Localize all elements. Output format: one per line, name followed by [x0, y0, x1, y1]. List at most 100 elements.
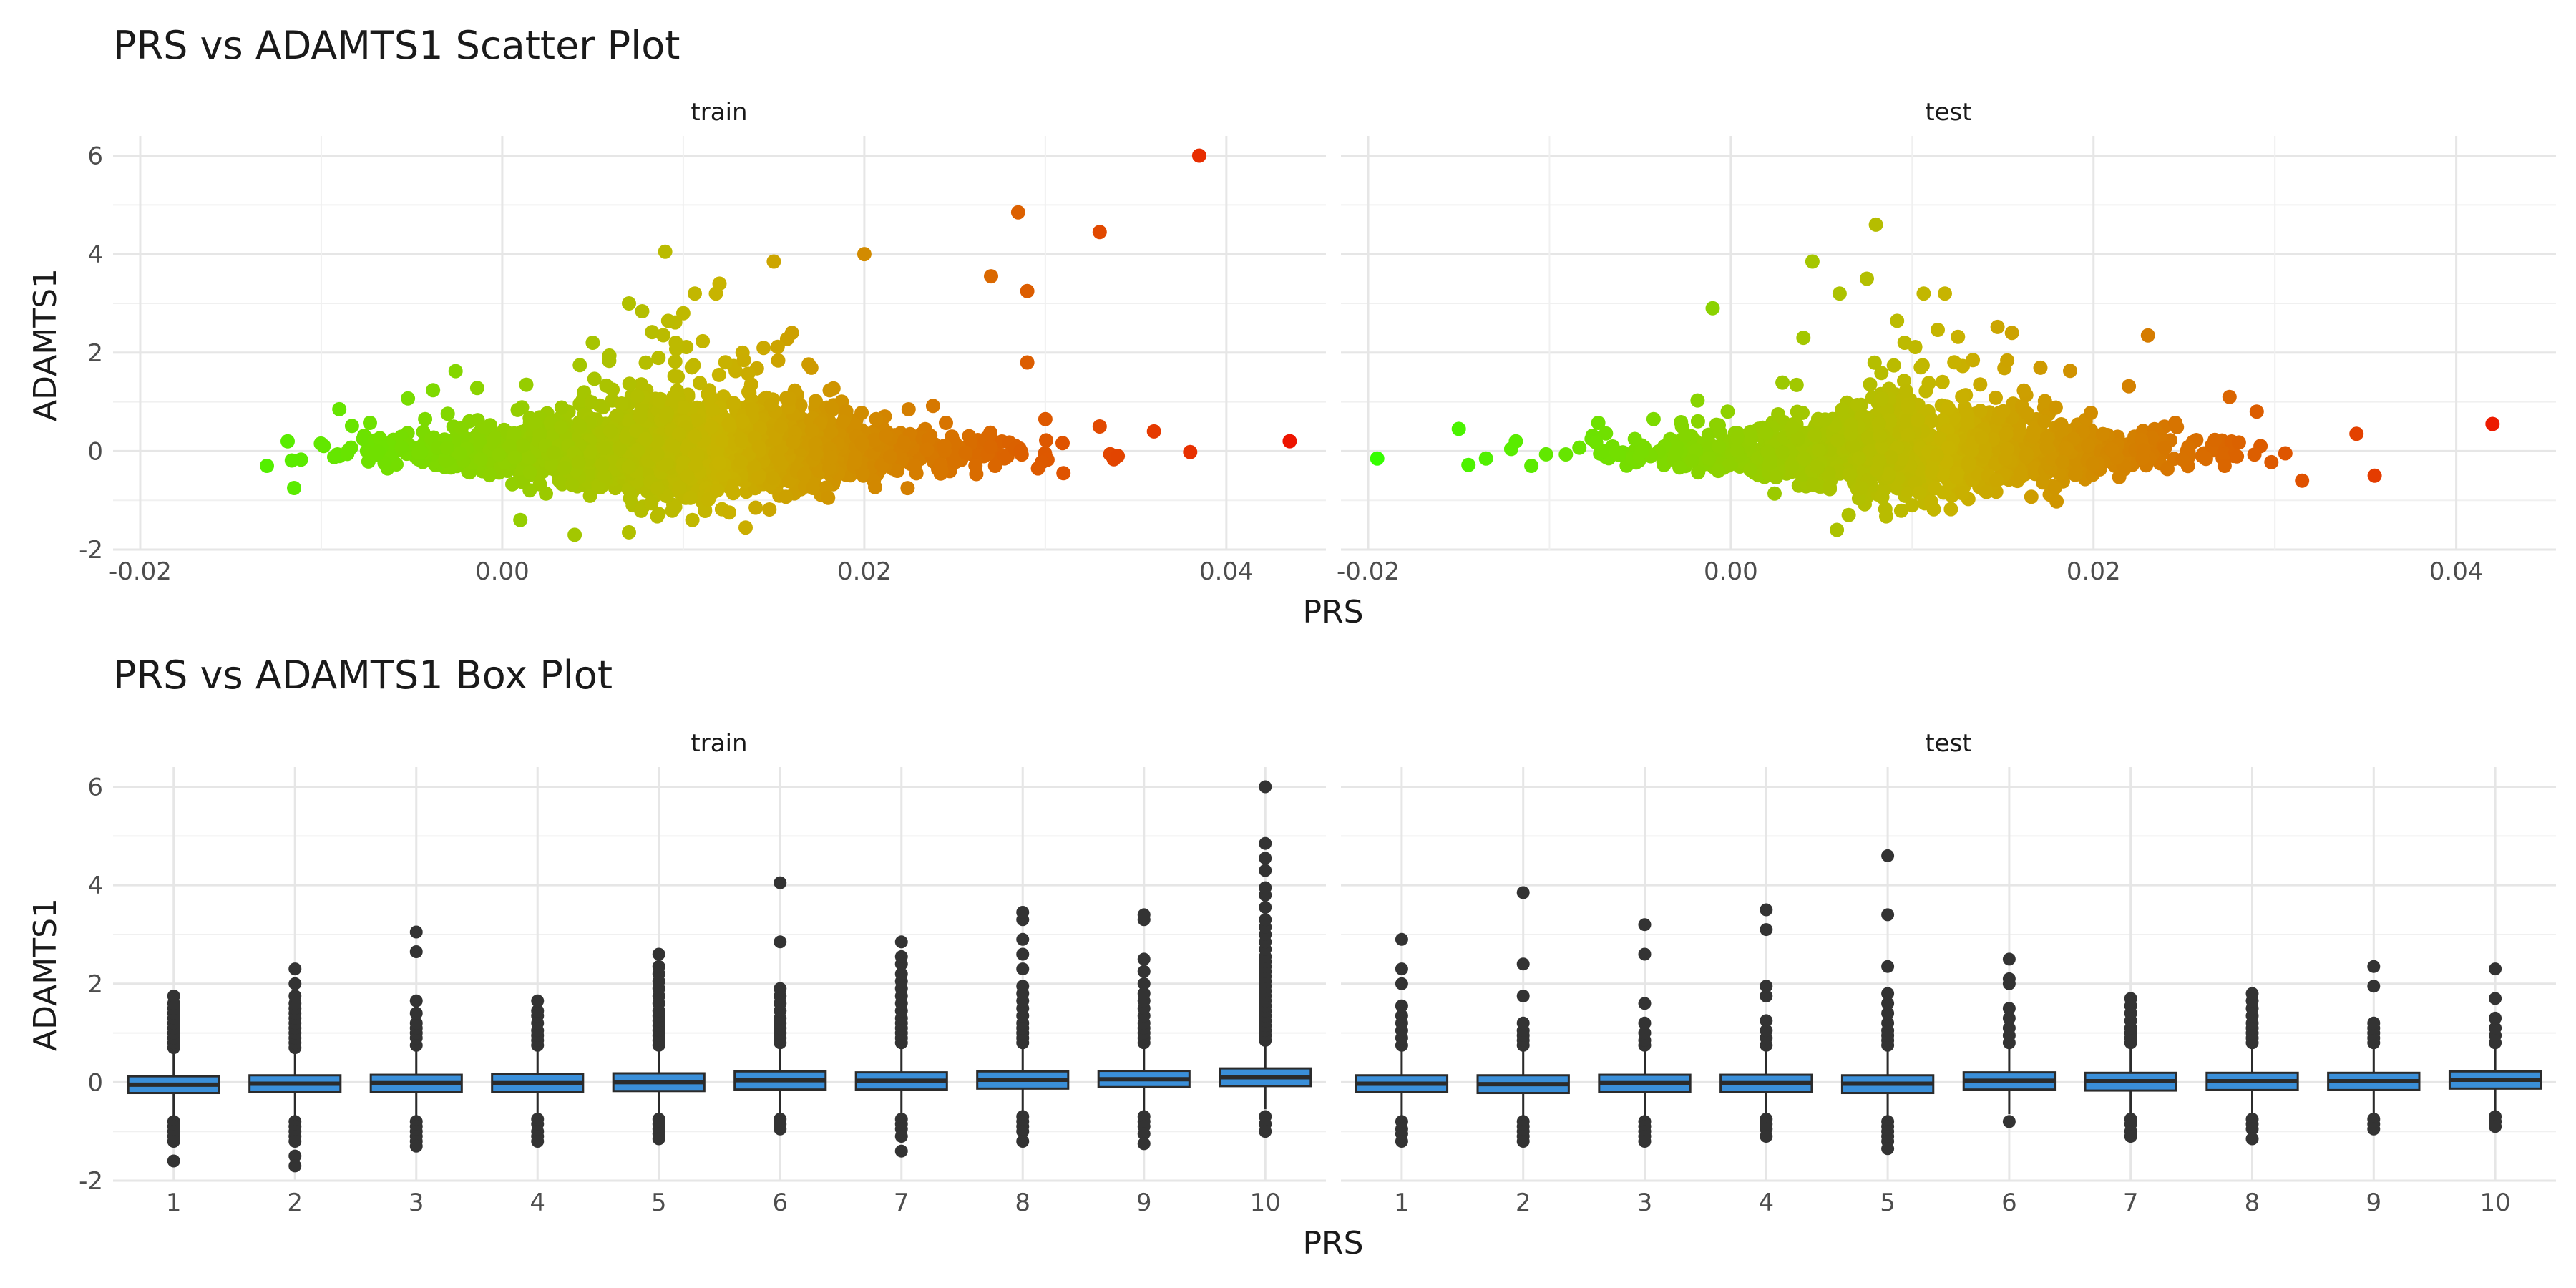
scatter-point — [2175, 452, 2190, 467]
scatter-point — [883, 449, 897, 464]
scatter-point — [1867, 355, 1882, 370]
scatter-point — [660, 313, 675, 328]
scatter-point — [1898, 384, 1913, 399]
boxplot-outlier-point — [1638, 947, 1652, 961]
boxplot-outlier-point — [2489, 1011, 2502, 1025]
scatter-test-x-tick-label: 0.04 — [2429, 557, 2484, 586]
scatter-point — [958, 445, 973, 460]
scatter-point — [622, 525, 636, 540]
scatter-point — [1789, 377, 1804, 392]
boxplot-outlier-point — [288, 1149, 302, 1163]
scatter-point — [1720, 404, 1735, 419]
scatter-point — [2063, 364, 2077, 379]
scatter-point — [824, 425, 839, 440]
scatter-point — [1845, 439, 1860, 454]
scatter-point — [602, 348, 617, 363]
scatter-point — [1925, 462, 1940, 477]
scatter-point — [2181, 439, 2196, 454]
scatter-point — [1835, 402, 1850, 417]
scatter-point — [867, 432, 882, 447]
boxplot-outlier-point — [2124, 1130, 2137, 1143]
scatter-point — [1883, 449, 1898, 464]
scatter-point — [703, 388, 718, 403]
boxplot-outlier-point — [2489, 1120, 2502, 1133]
boxplot-outlier-point — [1881, 960, 1895, 973]
scatter-point — [804, 423, 819, 438]
boxplot-test-x-tick-label: 1 — [1394, 1189, 1410, 1217]
scatter-point — [1935, 374, 1950, 389]
boxplot-outlier-point — [531, 1004, 545, 1018]
boxplot-outlier-point — [1638, 997, 1652, 1010]
scatter-point — [2264, 454, 2279, 469]
scatter-point — [1702, 451, 1717, 466]
scatter-point — [1030, 461, 1045, 476]
scatter-point — [532, 427, 547, 442]
boxplot-train-x-tick-label: 2 — [287, 1189, 303, 1217]
boxplot-box-9 — [1097, 908, 1191, 1151]
boxplot-outlier-point — [2489, 992, 2502, 1005]
scatter-point — [454, 421, 469, 436]
scatter-point — [327, 449, 341, 464]
scatter-point — [745, 401, 760, 416]
scatter-point — [1874, 440, 1889, 455]
scatter-point — [710, 483, 725, 498]
scatter-point — [968, 458, 983, 473]
boxplot-panel-test: 1 2 3 4 5 6 7 8 9 10 — [1341, 767, 2556, 1217]
scatter-point — [1854, 481, 1869, 495]
scatter-point — [1010, 205, 1025, 220]
scatter-point — [612, 441, 627, 456]
scatter-point — [736, 353, 751, 368]
scatter-point — [426, 383, 441, 398]
scatter-point — [2039, 440, 2054, 454]
scatter-point — [505, 477, 519, 492]
scatter-point — [344, 419, 359, 434]
scatter-point — [2112, 469, 2127, 484]
scatter-point — [774, 419, 789, 434]
boxplot-outlier-point — [2002, 1002, 2016, 1015]
scatter-point — [1796, 331, 1811, 346]
scatter-point — [1842, 467, 1857, 482]
scatter-point — [260, 459, 274, 473]
scatter-point — [567, 527, 582, 542]
scatter-point — [2222, 389, 2237, 404]
scatter-point — [983, 425, 997, 440]
scatter-point — [1785, 419, 1800, 434]
boxplot-outlier-point — [1259, 852, 1272, 865]
boxplot-outlier-point — [2245, 1122, 2259, 1136]
scatter-point — [1860, 271, 1874, 286]
scatter-point — [1599, 426, 1614, 441]
scatter-point — [784, 326, 799, 341]
scatter-point — [448, 364, 463, 379]
scatter-point — [704, 419, 719, 434]
boxplot-outlier-point — [1516, 1135, 1530, 1148]
scatter-point — [2081, 439, 2096, 453]
scatter-point — [522, 464, 537, 479]
scatter-point — [1966, 353, 1981, 368]
scatter-train-y-tick-label: 2 — [87, 339, 103, 368]
boxplot-outlier-point — [2002, 1021, 2016, 1035]
scatter-point — [1843, 417, 1858, 432]
scatter-point — [539, 486, 553, 501]
boxplot-outlier-point — [409, 1016, 423, 1030]
scatter-point — [771, 353, 786, 368]
boxplot-outlier-point — [1760, 1024, 1773, 1038]
scatter-point — [587, 371, 602, 386]
scatter-point — [896, 435, 911, 450]
scatter-point — [734, 434, 749, 449]
scatter-point — [1711, 464, 1726, 479]
scatter-point — [1805, 254, 1820, 269]
scatter-point — [984, 269, 998, 284]
boxplot-outlier-point — [1259, 780, 1272, 794]
scatter-point — [670, 369, 686, 384]
scatter-point — [1191, 148, 1206, 163]
scatter-point — [712, 276, 727, 291]
scatter-point — [1973, 404, 1988, 419]
scatter-point — [1591, 416, 1606, 430]
scatter-point — [1759, 426, 1774, 441]
scatter-point — [688, 458, 703, 473]
boxplot-outlier-point — [1760, 903, 1773, 917]
boxplot-train-y-tick-label: 0 — [87, 1068, 103, 1097]
scatter-point — [2026, 429, 2041, 444]
boxplot-outlier-point — [652, 947, 665, 961]
scatter-point — [726, 396, 741, 411]
